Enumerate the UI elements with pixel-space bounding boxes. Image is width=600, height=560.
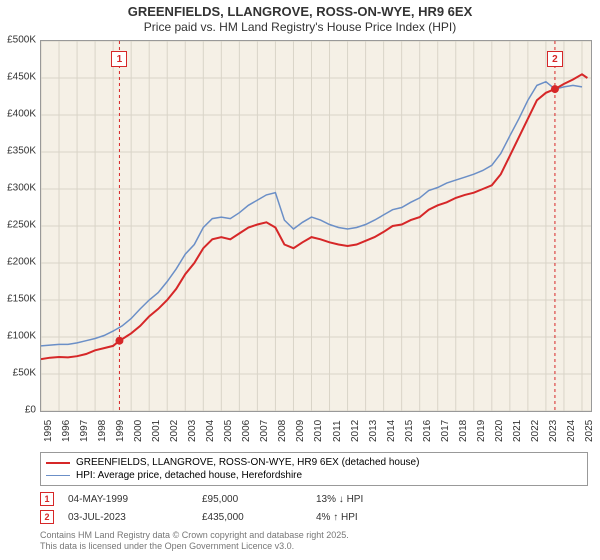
x-tick-label: 2020 [494,420,505,442]
y-tick-label: £150K [7,294,36,305]
x-tick-label: 2003 [187,420,198,442]
y-tick-label: £450K [7,72,36,83]
marker-table: 1 04-MAY-1999 £95,000 13% ↓ HPI 2 03-JUL… [40,490,466,526]
title-block: GREENFIELDS, LLANGROVE, ROSS-ON-WYE, HR9… [0,0,600,34]
sale-marker-2 [551,85,559,93]
series-line-property [41,74,587,359]
marker-row-1: 1 04-MAY-1999 £95,000 13% ↓ HPI [40,490,466,508]
x-tick-label: 2015 [404,420,415,442]
x-tick-label: 2013 [368,420,379,442]
y-axis: £0£50K£100K£150K£200K£250K£300K£350K£400… [0,40,38,410]
x-tick-label: 2001 [151,420,162,442]
plot-area: 12 [40,40,592,412]
chart-title: GREENFIELDS, LLANGROVE, ROSS-ON-WYE, HR9… [0,4,600,19]
marker-price-2: £435,000 [202,512,302,523]
x-tick-label: 2022 [530,420,541,442]
x-tick-label: 1997 [79,420,90,442]
callout-1: 1 [111,51,127,67]
x-tick-label: 2016 [422,420,433,442]
x-tick-label: 1999 [115,420,126,442]
y-tick-label: £350K [7,146,36,157]
marker-date-2: 03-JUL-2023 [68,512,188,523]
y-tick-label: £300K [7,183,36,194]
x-tick-label: 1995 [43,420,54,442]
footer-line-1: Contains HM Land Registry data © Crown c… [40,530,349,541]
footer: Contains HM Land Registry data © Crown c… [40,530,349,552]
y-tick-label: £200K [7,257,36,268]
x-tick-label: 1998 [97,420,108,442]
x-tick-label: 2006 [241,420,252,442]
x-tick-label: 2011 [332,420,343,442]
marker-date-1: 04-MAY-1999 [68,494,188,505]
marker-badge-1: 1 [40,492,54,506]
y-tick-label: £50K [13,368,36,379]
legend-label-property: GREENFIELDS, LLANGROVE, ROSS-ON-WYE, HR9… [76,457,419,468]
chart-subtitle: Price paid vs. HM Land Registry's House … [0,20,600,34]
sale-marker-1 [115,337,123,345]
x-tick-label: 1996 [61,420,72,442]
x-tick-label: 2023 [548,420,559,442]
y-tick-label: £100K [7,331,36,342]
x-tick-label: 2000 [133,420,144,442]
x-tick-label: 2021 [512,420,523,442]
y-tick-label: £500K [7,35,36,46]
marker-delta-2: 4% ↑ HPI [316,512,466,523]
x-tick-label: 2018 [458,420,469,442]
legend-swatch-hpi [46,475,70,476]
x-tick-label: 2005 [223,420,234,442]
chart-svg [41,41,591,411]
x-tick-label: 2024 [566,420,577,442]
x-tick-label: 2002 [169,420,180,442]
x-tick-label: 2007 [259,420,270,442]
legend-swatch-property [46,462,70,464]
callout-2: 2 [547,51,563,67]
legend-row-property: GREENFIELDS, LLANGROVE, ROSS-ON-WYE, HR9… [46,456,582,469]
marker-delta-1: 13% ↓ HPI [316,494,466,505]
x-axis: 1995 1996 1997 1998 1999 2000 2001 2002 2003 2004… [40,412,590,452]
x-tick-label: 2010 [313,420,324,442]
legend-label-hpi: HPI: Average price, detached house, Here… [76,470,302,481]
x-tick-label: 2004 [205,420,216,442]
y-tick-label: £0 [25,405,36,416]
marker-badge-2: 2 [40,510,54,524]
y-tick-label: £400K [7,109,36,120]
x-tick-label: 2009 [295,420,306,442]
marker-row-2: 2 03-JUL-2023 £435,000 4% ↑ HPI [40,508,466,526]
y-tick-label: £250K [7,220,36,231]
footer-line-2: This data is licensed under the Open Gov… [40,541,349,552]
x-tick-label: 2014 [386,420,397,442]
x-tick-label: 2012 [350,420,361,442]
legend-row-hpi: HPI: Average price, detached house, Here… [46,469,582,482]
x-tick-label: 2017 [440,420,451,442]
marker-price-1: £95,000 [202,494,302,505]
legend: GREENFIELDS, LLANGROVE, ROSS-ON-WYE, HR9… [40,452,588,486]
x-tick-label: 2019 [476,420,487,442]
x-tick-label: 2025 [584,420,595,442]
x-tick-label: 2008 [277,420,288,442]
chart-container: GREENFIELDS, LLANGROVE, ROSS-ON-WYE, HR9… [0,0,600,560]
